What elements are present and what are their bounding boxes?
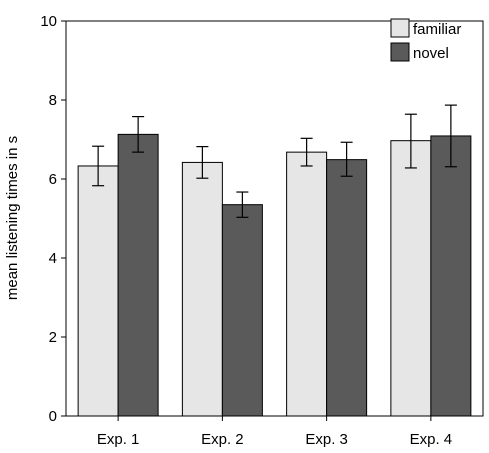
legend-label-novel: novel bbox=[413, 45, 449, 62]
legend-swatch-novel bbox=[390, 42, 410, 62]
y-tick-label: 6 bbox=[49, 171, 57, 188]
y-tick-label: 4 bbox=[49, 250, 57, 267]
x-tick-label: Exp. 3 bbox=[305, 431, 348, 448]
x-tick-label: Exp. 1 bbox=[97, 431, 140, 448]
plot-frame bbox=[65, 20, 484, 417]
x-tick-label: Exp. 4 bbox=[410, 431, 453, 448]
y-axis-label: mean listening times in s bbox=[4, 136, 21, 300]
bar-novel-4 bbox=[430, 135, 472, 417]
bar-familiar-2 bbox=[181, 161, 223, 417]
bar-familiar-4 bbox=[390, 140, 432, 417]
legend-label-familiar: familiar bbox=[413, 21, 461, 38]
plot-area: 0 2 4 6 8 10 Exp. 1 Exp. 2 Exp. 3 Exp. 4 familiar n… bbox=[40, 13, 484, 448]
bar-familiar-3 bbox=[286, 151, 328, 417]
bar-familiar-1 bbox=[77, 165, 119, 417]
legend-swatch-familiar bbox=[390, 18, 410, 38]
y-tick-label: 10 bbox=[40, 13, 57, 30]
bar-novel-1 bbox=[117, 133, 159, 417]
y-tick-label: 0 bbox=[49, 408, 57, 425]
y-tick-label: 8 bbox=[49, 92, 57, 109]
bar-novel-2 bbox=[221, 204, 263, 417]
x-tick-label: Exp. 2 bbox=[201, 431, 244, 448]
y-tick-label: 2 bbox=[49, 329, 57, 346]
bar-novel-3 bbox=[326, 159, 368, 417]
